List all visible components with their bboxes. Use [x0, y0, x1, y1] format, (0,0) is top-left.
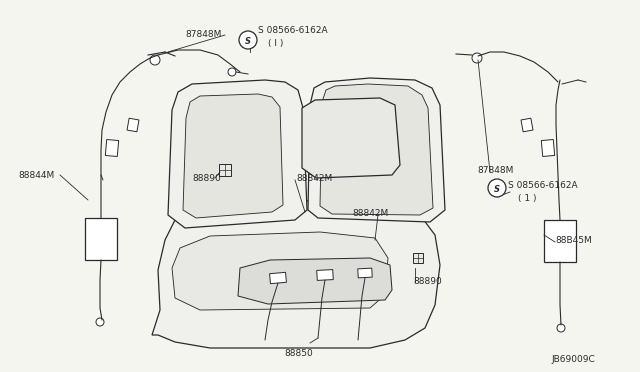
Polygon shape — [152, 200, 440, 348]
Text: ( 1 ): ( 1 ) — [518, 193, 536, 202]
Circle shape — [557, 324, 565, 332]
Text: 88890: 88890 — [192, 173, 221, 183]
Polygon shape — [183, 94, 283, 218]
Text: S 08566-6162A: S 08566-6162A — [258, 26, 328, 35]
Polygon shape — [320, 84, 433, 215]
Bar — [521, 118, 533, 132]
Polygon shape — [302, 98, 400, 178]
Text: 88890: 88890 — [413, 276, 442, 285]
Bar — [413, 253, 423, 263]
Bar — [106, 140, 118, 157]
Text: 88842M: 88842M — [352, 208, 388, 218]
Text: 87848M: 87848M — [185, 29, 221, 38]
Circle shape — [96, 318, 104, 326]
Bar — [541, 140, 555, 157]
Text: 87848M: 87848M — [477, 166, 513, 174]
Circle shape — [488, 179, 506, 197]
Bar — [219, 164, 231, 176]
Text: S: S — [245, 36, 251, 45]
Bar — [127, 118, 139, 132]
Polygon shape — [308, 78, 445, 222]
Bar — [544, 220, 576, 262]
Text: 88850: 88850 — [284, 350, 313, 359]
Polygon shape — [172, 232, 388, 310]
Bar — [317, 270, 333, 280]
Bar — [269, 272, 287, 284]
Text: JB69009C: JB69009C — [551, 356, 595, 365]
Circle shape — [239, 31, 257, 49]
Text: S: S — [494, 185, 500, 193]
Text: 88844M: 88844M — [18, 170, 54, 180]
Polygon shape — [238, 258, 392, 304]
Circle shape — [228, 68, 236, 76]
Text: 88842M: 88842M — [296, 173, 332, 183]
Text: S 08566-6162A: S 08566-6162A — [508, 180, 578, 189]
Bar — [358, 268, 372, 278]
Circle shape — [150, 55, 160, 65]
Bar — [85, 218, 117, 260]
Text: ( I ): ( I ) — [268, 38, 284, 48]
Polygon shape — [168, 80, 307, 228]
Circle shape — [472, 53, 482, 63]
Text: 88B45M: 88B45M — [555, 235, 592, 244]
